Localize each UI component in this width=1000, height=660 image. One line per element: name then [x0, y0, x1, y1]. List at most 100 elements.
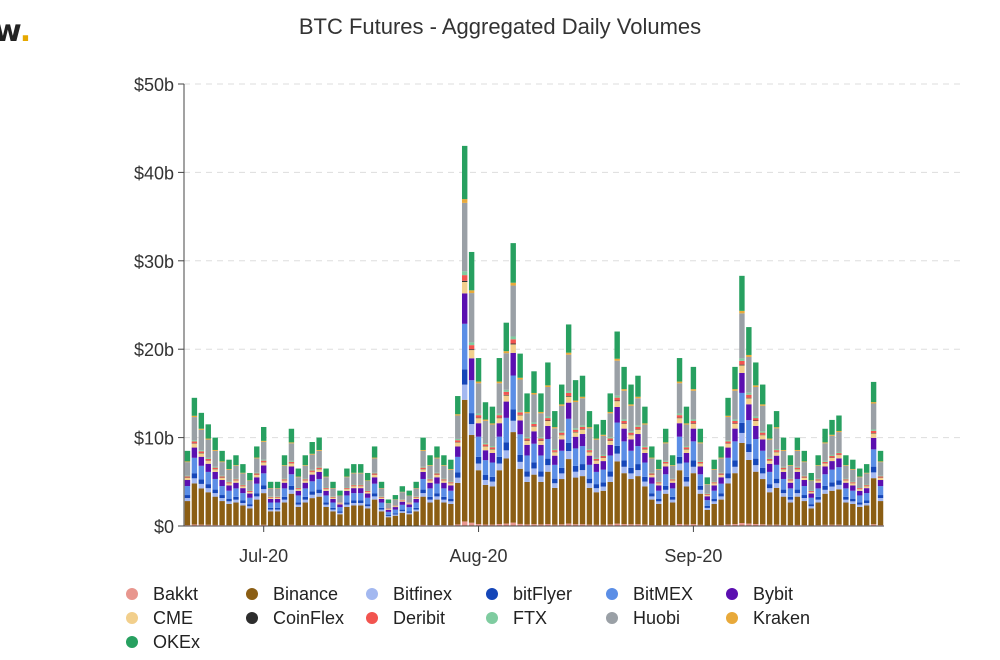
bar-segment-cme	[787, 480, 794, 483]
legend-item[interactable]: BitMEX	[606, 583, 726, 605]
bar-segment-binance	[427, 502, 433, 526]
bar-segment-kraken	[586, 427, 593, 429]
legend-label: Bitfinex	[393, 583, 453, 604]
bar-segment-huobi	[517, 379, 523, 411]
bar-segment-ftx	[323, 487, 329, 489]
bar-segment-kraken	[323, 476, 329, 478]
legend-item[interactable]: Deribit	[366, 607, 486, 629]
bar-segment-cme	[572, 432, 579, 437]
bar-segment-bybit	[565, 402, 572, 419]
bar-segment-cme	[281, 480, 288, 483]
legend-item[interactable]: FTX	[486, 607, 606, 629]
bar-segment-bybit	[739, 372, 745, 393]
legend-item[interactable]: Bybit	[726, 583, 846, 605]
bar-segment-okex	[378, 481, 385, 488]
legend-label: Kraken	[753, 607, 811, 628]
bar-segment-okex	[614, 331, 620, 359]
bar-segment-deribit	[822, 461, 828, 464]
bar-segment-kraken	[822, 442, 828, 444]
bar-stack	[572, 380, 579, 526]
bar-segment-bitflyer	[586, 478, 593, 484]
bar-segment-ftx	[538, 437, 544, 439]
bar-segment-binance	[780, 496, 787, 525]
bar-segment-bakkt	[489, 524, 496, 526]
legend-item[interactable]: Bakkt	[126, 583, 246, 605]
bar-segment-deribit	[240, 485, 246, 487]
legend-item[interactable]: Huobi	[606, 607, 726, 629]
bar-segment-cme	[524, 440, 530, 445]
bar-segment-bitfinex	[766, 488, 773, 493]
bar-segment-bitflyer	[281, 496, 288, 500]
bar-segment-bitmex	[808, 497, 814, 505]
bar-segment-bitmex	[191, 457, 198, 474]
bar-segment-okex	[434, 446, 440, 458]
bar-stack	[739, 275, 745, 526]
bar-stack	[565, 324, 572, 526]
bar-stack	[822, 428, 828, 526]
bar-segment-kraken	[815, 465, 821, 466]
legend-item[interactable]: bitFlyer	[486, 583, 606, 605]
legend-item[interactable]: CME	[126, 607, 246, 629]
bar-segment-deribit	[683, 447, 690, 450]
bar-segment-okex	[704, 477, 710, 485]
bar-segment-bitflyer	[247, 504, 253, 507]
bar-stack	[267, 481, 274, 526]
bar-segment-bybit	[295, 490, 302, 496]
bar-segment-ftx	[510, 336, 516, 340]
legend-item[interactable]: OKEx	[126, 631, 246, 653]
bar-segment-deribit	[690, 420, 697, 424]
bar-segment-bitfinex	[461, 384, 468, 400]
bar-segment-deribit	[496, 415, 503, 418]
bar-segment-bitfinex	[559, 473, 565, 480]
bar-segment-deribit	[274, 496, 281, 498]
bar-segment-bakkt	[455, 524, 461, 526]
bar-segment-deribit	[378, 496, 385, 498]
bar-segment-bitmex	[510, 375, 516, 410]
legend-item[interactable]: Kraken	[726, 607, 846, 629]
bar-segment-huobi	[808, 480, 814, 491]
bar-segment-bakkt	[531, 524, 537, 526]
legend-item[interactable]: CoinFlex	[246, 607, 366, 629]
bar-stack	[420, 437, 426, 526]
bar-segment-kraken	[593, 438, 600, 440]
bar-stack	[226, 459, 232, 526]
bar-stack	[850, 459, 856, 526]
chart-title: BTC Futures - Aggregated Daily Volumes	[298, 14, 702, 39]
bar-segment-binance	[212, 496, 218, 525]
bar-stack	[697, 428, 704, 526]
bar-segment-ftx	[475, 413, 482, 416]
bar-segment-bitfinex	[662, 489, 669, 494]
bar-stack	[247, 472, 253, 526]
legend-item[interactable]: Bitfinex	[366, 583, 486, 605]
bar-segment-huobi	[690, 390, 697, 420]
bar-segment-huobi	[746, 356, 752, 393]
bar-segment-binance	[870, 478, 877, 525]
bar-stack	[351, 464, 357, 526]
bar-segment-bybit	[524, 444, 530, 456]
bar-segment-bitflyer	[455, 472, 461, 478]
bar-segment-binance	[330, 511, 336, 526]
bar-segment-bitflyer	[510, 409, 516, 421]
bar-segment-binance	[711, 503, 717, 526]
bar-segment-cme	[642, 449, 648, 453]
bar-segment-bitmex	[448, 490, 454, 499]
legend-item[interactable]: Binance	[246, 583, 366, 605]
bar-segment-ftx	[794, 466, 801, 468]
bar-segment-okex	[732, 366, 738, 390]
bar-segment-ftx	[669, 478, 676, 480]
bar-segment-bitflyer	[254, 493, 260, 497]
bar-segment-kraken	[261, 440, 267, 442]
bar-segment-deribit	[510, 339, 516, 344]
bar-segment-bitflyer	[697, 485, 704, 490]
bar-segment-bitmex	[538, 455, 544, 472]
bar-stack	[683, 406, 690, 526]
bar-segment-huobi	[621, 390, 627, 420]
bar-segment-bitmex	[378, 502, 385, 508]
bar-segment-bybit	[191, 447, 198, 458]
bar-segment-bitfinex	[538, 476, 544, 482]
bar-segment-bybit	[870, 437, 877, 450]
bar-segment-deribit	[628, 432, 634, 435]
bar-segment-deribit	[704, 493, 710, 495]
bar-segment-bitflyer	[732, 460, 738, 467]
bar-segment-bitmex	[427, 488, 433, 497]
